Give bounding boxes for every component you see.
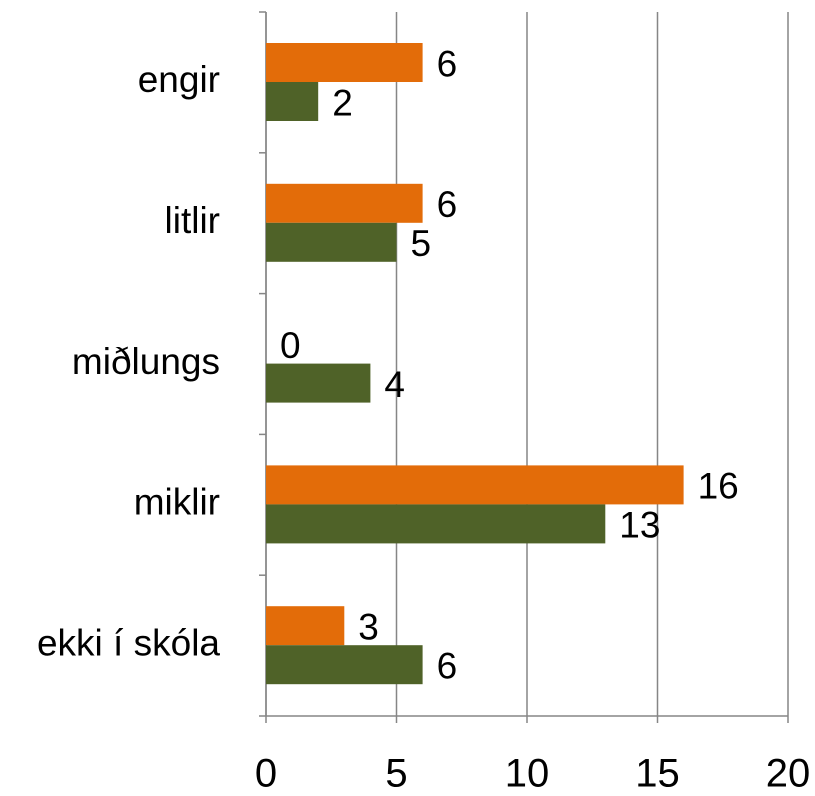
data-label: 6 — [437, 184, 458, 225]
category-label: miðlungs — [72, 341, 220, 382]
bar — [266, 222, 397, 262]
x-tick-label: 5 — [385, 752, 407, 796]
data-label: 13 — [619, 505, 660, 546]
data-label: 16 — [698, 466, 739, 507]
x-tick-label: 0 — [255, 752, 277, 796]
x-tick-label: 10 — [505, 752, 550, 796]
data-label: 2 — [332, 82, 353, 123]
bar — [266, 363, 371, 403]
bar — [266, 183, 423, 223]
data-label: 6 — [437, 645, 458, 686]
data-label: 6 — [437, 43, 458, 84]
bar — [266, 465, 684, 505]
data-label: 3 — [358, 606, 379, 647]
bar — [266, 606, 345, 646]
category-label: engir — [138, 59, 220, 100]
bar — [266, 43, 423, 82]
x-tick-label: 15 — [635, 752, 680, 796]
data-label: 4 — [384, 364, 405, 405]
data-label: 5 — [411, 223, 432, 264]
category-label: litlir — [165, 200, 220, 241]
category-label: miklir — [134, 482, 220, 523]
bar — [266, 504, 606, 544]
bar — [266, 645, 423, 685]
x-tick-label: 20 — [766, 752, 811, 796]
bar — [266, 82, 319, 121]
data-label: 0 — [280, 325, 301, 366]
category-label: ekki í skóla — [37, 622, 220, 663]
